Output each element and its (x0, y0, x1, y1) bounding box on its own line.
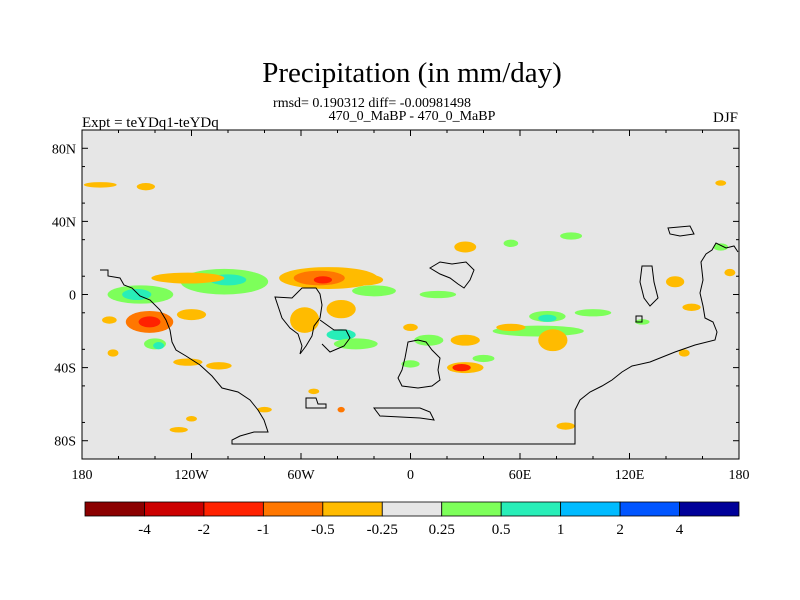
colorbar-label: -1 (257, 522, 270, 538)
anomaly-region (538, 329, 568, 352)
anomaly-region (678, 349, 690, 357)
anomaly-region (186, 416, 197, 422)
x-tick-label: 0 (407, 468, 414, 483)
colorbar-label: 0.25 (429, 522, 455, 538)
anomaly-region (257, 406, 272, 413)
y-tick-label: 40N (52, 215, 76, 230)
season-label: DJF (713, 110, 738, 126)
colorbar-swatch (203, 501, 264, 517)
y-tick-label: 0 (69, 289, 76, 304)
anomaly-region (450, 334, 480, 346)
colorbar-label: 0.5 (492, 522, 511, 538)
anomaly-region (414, 334, 444, 346)
americas-coastline (100, 242, 739, 445)
africa-coastline (397, 339, 441, 389)
anomaly-region (333, 338, 378, 350)
y-tick-label: 40S (54, 362, 76, 377)
x-tick-label: 180 (72, 468, 93, 483)
pacific-island-outline (639, 265, 659, 307)
anomaly-region (308, 388, 320, 395)
colorbar-label: -0.25 (367, 522, 398, 538)
colorbar-swatch (619, 501, 680, 517)
anomaly-region (538, 314, 557, 322)
anomaly-region (560, 232, 583, 240)
chart-title: Precipitation (in mm/day) (262, 57, 562, 89)
anomaly-field (83, 180, 736, 433)
colorbar-swatch (84, 501, 145, 517)
colorbar-label: -0.5 (311, 522, 335, 538)
colorbar-swatch (381, 501, 443, 517)
anomaly-region (454, 241, 477, 253)
anomaly-region (401, 360, 420, 368)
anomaly-region (666, 276, 685, 288)
asia-coastline (667, 225, 695, 237)
coastline-outlines (100, 225, 739, 445)
anomaly-region (169, 427, 188, 433)
colorbar-swatch (441, 501, 502, 517)
colorbar-label: 4 (676, 522, 684, 538)
south-america-coastline (274, 287, 323, 355)
anomaly-region (682, 303, 701, 311)
colorbar-swatch (262, 501, 324, 517)
pacific-island-outline (635, 315, 643, 323)
asia-coastline (429, 261, 475, 289)
anomaly-region (107, 349, 119, 357)
anomaly-region (713, 243, 729, 251)
experiment-label: Expt = teYDq1-teYDq (82, 115, 219, 131)
anomaly-region (153, 342, 165, 350)
anomaly-region (352, 285, 396, 297)
anomaly-region (403, 323, 418, 332)
y-tick-label: 80S (54, 435, 76, 450)
plot-background (82, 130, 739, 459)
x-tick-label: 60W (287, 468, 315, 483)
colorbar-swatch (560, 501, 621, 517)
anomaly-region (102, 316, 117, 324)
anomaly-region (452, 363, 471, 372)
colorbar-swatch (144, 501, 205, 517)
axis-ticks: 180 120W 60W 0 60E 120E 180 80N 40N 0 40S 80S (52, 129, 750, 483)
anomaly-region (290, 307, 320, 333)
stats-subtitle: rmsd= 0.190312 diff= -0.00981498 (273, 96, 471, 111)
anomaly-region (176, 309, 207, 321)
colorbar-swatch (679, 501, 740, 517)
anomaly-region (151, 272, 225, 284)
plot-area (81, 129, 740, 460)
colorbar-label: 2 (616, 522, 624, 538)
anomaly-region (206, 362, 232, 370)
anomaly-region (337, 406, 345, 413)
anomaly-region (496, 323, 526, 332)
anomaly-region (83, 182, 117, 188)
y-tick-label: 80N (52, 142, 76, 157)
anomaly-region (724, 268, 736, 277)
anomaly-region (346, 274, 384, 286)
x-tick-label: 60E (509, 468, 532, 483)
anomaly-region (136, 183, 155, 191)
colorbar-label: -2 (198, 522, 211, 538)
runs-subtitle: 470_0_MaBP - 470_0_MaBP (329, 109, 496, 124)
colorbar-swatch (322, 501, 383, 517)
central-coastline (319, 319, 351, 353)
anomaly-region (326, 329, 356, 341)
anomaly-region (313, 276, 333, 284)
colorbar-swatch (500, 501, 562, 517)
colorbar-label: -4 (138, 522, 151, 538)
anomaly-region (173, 358, 203, 366)
x-tick-label: 120W (174, 468, 209, 483)
anomaly-region (138, 316, 161, 328)
island-outline (305, 397, 327, 409)
x-tick-label: 180 (729, 468, 750, 483)
anomaly-region (419, 290, 457, 299)
colorbar: -4 -2 -1 -0.5 -0.25 0.25 0.5 1 2 4 (84, 501, 740, 538)
island-outline (373, 407, 435, 421)
anomaly-region (556, 422, 575, 430)
colorbar-label: 1 (557, 522, 565, 538)
anomaly-region (326, 299, 356, 319)
anomaly-region (574, 309, 612, 317)
x-tick-label: 120E (615, 468, 645, 483)
anomaly-region (503, 239, 519, 247)
anomaly-region (715, 180, 727, 186)
anomaly-region (472, 354, 495, 363)
